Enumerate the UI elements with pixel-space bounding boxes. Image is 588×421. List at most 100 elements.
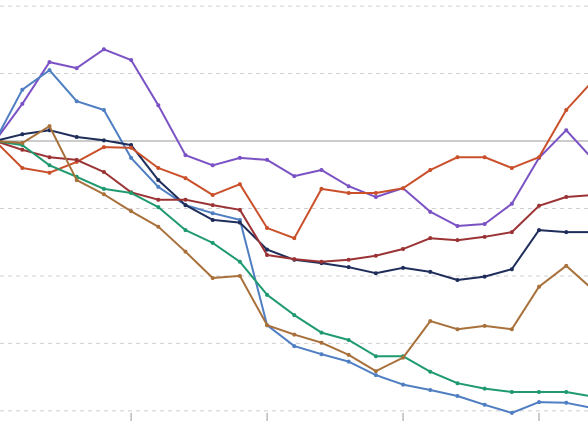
point — [455, 238, 460, 243]
point — [210, 275, 215, 280]
point — [183, 228, 188, 233]
point — [156, 184, 161, 189]
point — [156, 165, 161, 170]
point — [47, 60, 52, 65]
point — [373, 271, 378, 276]
point — [237, 273, 242, 278]
point — [129, 145, 134, 150]
point — [74, 66, 79, 71]
point — [428, 269, 433, 274]
point — [455, 277, 460, 282]
point — [237, 207, 242, 212]
point — [428, 319, 433, 324]
point — [428, 387, 433, 392]
point — [482, 386, 487, 391]
point — [74, 157, 79, 162]
point — [101, 138, 106, 143]
point — [373, 195, 378, 200]
point — [47, 68, 52, 73]
point — [74, 178, 79, 183]
point — [265, 253, 270, 258]
point — [401, 186, 406, 191]
point — [564, 263, 569, 268]
point — [319, 259, 324, 264]
point — [20, 87, 25, 92]
point — [455, 381, 460, 386]
point — [129, 58, 134, 63]
point — [537, 284, 542, 289]
point — [564, 230, 569, 235]
point — [373, 354, 378, 359]
point — [47, 163, 52, 168]
point — [564, 400, 569, 405]
point — [101, 186, 106, 191]
point — [537, 389, 542, 394]
point — [156, 178, 161, 183]
point — [346, 338, 351, 343]
point — [346, 359, 351, 364]
point — [509, 165, 514, 170]
point — [346, 190, 351, 195]
point — [564, 389, 569, 394]
point — [537, 155, 542, 160]
point — [183, 249, 188, 254]
point — [292, 313, 297, 318]
point — [346, 352, 351, 357]
point — [319, 352, 324, 357]
point — [210, 203, 215, 208]
point — [455, 327, 460, 332]
point — [401, 246, 406, 251]
point — [265, 323, 270, 328]
point — [482, 234, 487, 239]
point — [455, 224, 460, 229]
point — [564, 128, 569, 133]
point — [101, 47, 106, 52]
point — [346, 265, 351, 270]
point — [292, 174, 297, 179]
point — [183, 203, 188, 208]
point — [129, 155, 134, 160]
point — [401, 382, 406, 387]
point — [47, 124, 52, 129]
point — [265, 292, 270, 297]
point — [47, 170, 52, 175]
point — [292, 236, 297, 241]
point — [428, 209, 433, 214]
point — [455, 155, 460, 160]
point — [129, 190, 134, 195]
point — [373, 190, 378, 195]
point — [509, 410, 514, 415]
point — [101, 107, 106, 112]
point — [20, 101, 25, 106]
point — [20, 147, 25, 152]
point — [564, 107, 569, 112]
point — [537, 400, 542, 405]
point — [210, 240, 215, 245]
point — [74, 134, 79, 139]
point — [509, 267, 514, 272]
point — [482, 155, 487, 160]
point — [319, 330, 324, 335]
point — [210, 192, 215, 197]
point — [346, 184, 351, 189]
point — [101, 145, 106, 150]
point — [373, 373, 378, 378]
point — [292, 344, 297, 349]
point — [482, 323, 487, 328]
point — [74, 99, 79, 104]
point — [292, 257, 297, 262]
point — [237, 259, 242, 264]
point — [101, 170, 106, 175]
point — [428, 168, 433, 173]
point — [509, 327, 514, 332]
point — [292, 332, 297, 337]
point — [265, 157, 270, 162]
point — [482, 221, 487, 226]
point — [564, 195, 569, 200]
point — [20, 141, 25, 146]
point — [373, 253, 378, 258]
point — [401, 355, 406, 360]
point — [237, 220, 242, 225]
point — [537, 203, 542, 208]
